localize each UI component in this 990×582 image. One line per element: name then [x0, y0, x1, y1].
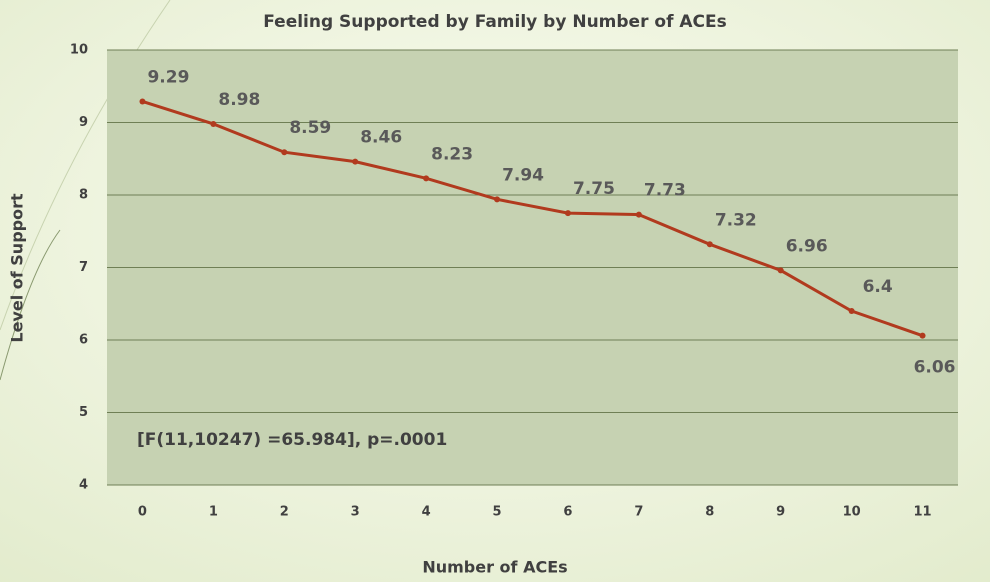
y-tick-label: 10 — [70, 43, 88, 58]
x-tick-label: 4 — [422, 505, 431, 520]
data-label: 8.46 — [360, 128, 402, 148]
data-label: 6.06 — [914, 358, 956, 378]
point — [919, 332, 926, 339]
decoration — [0, 0, 171, 331]
point — [777, 267, 784, 274]
data-label: 8.98 — [218, 90, 260, 110]
data-label: 7.32 — [715, 210, 757, 230]
x-tick-label: 6 — [563, 505, 572, 520]
chart-title: Feeling Supported by Family by Number of… — [263, 12, 727, 32]
x-tick-label: 10 — [843, 505, 861, 520]
x-tick-label: 0 — [138, 505, 147, 520]
x-tick-label: 9 — [776, 505, 785, 520]
y-tick-label: 7 — [79, 260, 88, 275]
y-tick-label: 9 — [79, 115, 88, 130]
y-axis-title: Level of Support — [8, 193, 27, 343]
decoration — [0, 229, 61, 381]
data-label: 6.4 — [863, 277, 893, 297]
y-tick-label: 5 — [79, 405, 88, 420]
y-tick-label: 4 — [79, 478, 88, 493]
point — [635, 211, 642, 218]
line — [142, 100, 924, 338]
data-label: 6.96 — [786, 236, 828, 256]
point — [281, 149, 288, 156]
x-tick-label: 3 — [351, 505, 360, 520]
point — [564, 210, 571, 217]
data-label: 8.23 — [431, 144, 473, 164]
x-axis-title: Number of ACEs — [422, 558, 567, 577]
x-tick-label: 11 — [913, 505, 931, 520]
data-label: 7.73 — [644, 181, 686, 201]
data-label: 9.29 — [147, 67, 189, 87]
x-tick-label: 7 — [634, 505, 643, 520]
x-tick-label: 2 — [280, 505, 289, 520]
data-label: 7.94 — [502, 165, 544, 185]
point — [848, 308, 855, 314]
point — [210, 120, 217, 127]
x-tick-label: 5 — [493, 505, 502, 520]
y-tick-label: 6 — [79, 333, 88, 348]
point — [352, 158, 359, 165]
y-tick-label: 8 — [79, 188, 88, 203]
point — [706, 241, 713, 248]
point — [494, 196, 501, 203]
data-label: 8.59 — [289, 118, 331, 138]
point — [139, 98, 146, 105]
annotation: [F(11,10247) =65.984], p=.0001 — [137, 430, 447, 450]
x-tick-label: 8 — [705, 505, 714, 520]
point — [423, 175, 430, 182]
data-label: 7.75 — [573, 179, 615, 199]
x-tick-label: 1 — [209, 505, 218, 520]
